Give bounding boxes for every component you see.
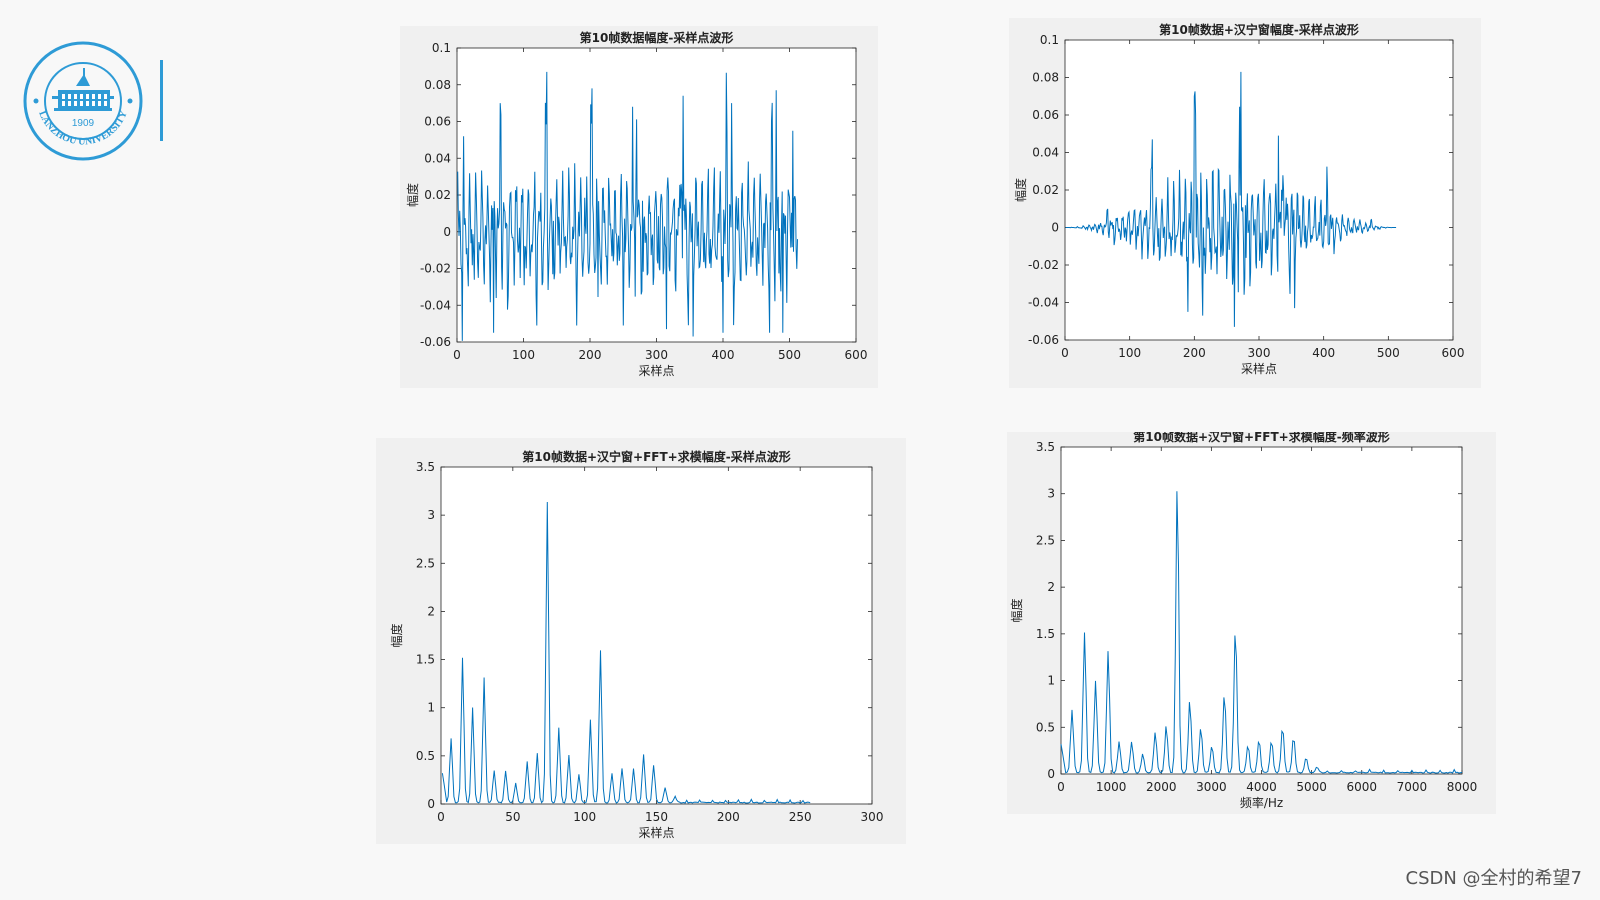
x-tick-label: 150 xyxy=(645,810,668,824)
x-tick-label: 300 xyxy=(1248,346,1271,360)
chart-fft-samples: 0 0.5 1 1.5 2 2.5 3 3.5 0 50 100 150 200 250 300 第10帧数据… xyxy=(389,449,884,840)
chart-waveform: -0.06 -0.04 -0.02 0 0.02 0.04 0.06 0.08 0.1 0 100 2… xyxy=(405,30,868,378)
series-line xyxy=(441,501,811,804)
x-tick-label: 200 xyxy=(717,810,740,824)
chart-title: 第10帧数据+汉宁窗幅度-采样点波形 xyxy=(1159,22,1359,37)
x-tick-label: 300 xyxy=(861,810,884,824)
x-axis-label: 采样点 xyxy=(1241,361,1277,376)
chart-panel-4: 0 0.5 1 1.5 2 2.5 3 3.5 0 1000 2000 3000 4000 5000 600… xyxy=(1007,432,1496,814)
x-tick-label: 4000 xyxy=(1246,780,1277,794)
y-tick-label: 0.1 xyxy=(1040,33,1059,47)
y-tick-label: -0.06 xyxy=(420,335,451,349)
x-tick-label: 500 xyxy=(1377,346,1400,360)
x-tick-label: 600 xyxy=(845,348,868,362)
y-tick-label: 2.5 xyxy=(1036,533,1055,547)
y-tick-label: 2.5 xyxy=(416,556,435,570)
y-tick-label: -0.06 xyxy=(1028,333,1059,347)
y-tick-label: -0.02 xyxy=(420,262,451,276)
y-tick-label: 3.5 xyxy=(416,460,435,474)
y-tick-label: 0.1 xyxy=(432,41,451,55)
x-tick-label: 2000 xyxy=(1146,780,1177,794)
chart-hanning-waveform: -0.06 -0.04 -0.02 0 0.02 0.04 0.06 0.08 0.1 0 100 2… xyxy=(1013,22,1465,376)
x-axis-label: 频率/Hz xyxy=(1240,795,1283,810)
x-tick-label: 0 xyxy=(1061,346,1069,360)
y-tick-label: 1 xyxy=(427,701,435,715)
chart-panel-3: 0 0.5 1 1.5 2 2.5 3 3.5 0 50 100 150 200 250 300 第10帧数据… xyxy=(376,438,906,844)
y-tick-label: 0.02 xyxy=(424,188,451,202)
y-tick-label: 0.06 xyxy=(1032,108,1059,122)
x-tick-label: 250 xyxy=(789,810,812,824)
watermark: CSDN @全村的希望7 xyxy=(1405,868,1583,889)
y-tick-label: 0.08 xyxy=(1032,71,1059,85)
x-tick-label: 200 xyxy=(1183,346,1206,360)
chart-fft-frequency: 0 0.5 1 1.5 2 2.5 3 3.5 0 1000 2000 3000 4000 5000 600… xyxy=(1009,432,1478,810)
y-tick-label: 0 xyxy=(1047,767,1055,781)
plot-area xyxy=(1064,39,1454,341)
x-tick-label: 300 xyxy=(645,348,668,362)
series-line xyxy=(1065,71,1397,327)
x-tick-label: 3000 xyxy=(1196,780,1227,794)
series-line xyxy=(1060,491,1463,774)
chart-title: 第10帧数据幅度-采样点波形 xyxy=(580,30,734,45)
x-tick-label: 6000 xyxy=(1346,780,1377,794)
logo-year: 1909 xyxy=(72,118,95,129)
x-tick-label: 500 xyxy=(778,348,801,362)
y-tick-label: 0.5 xyxy=(1036,720,1055,734)
y-axis-label: 幅度 xyxy=(1009,598,1024,622)
y-tick-label: 0.08 xyxy=(424,78,451,92)
y-tick-label: 0.04 xyxy=(424,151,451,165)
y-tick-label: 0 xyxy=(1051,221,1059,235)
x-tick-label: 50 xyxy=(505,810,520,824)
y-tick-label: 1.5 xyxy=(416,653,435,667)
y-tick-label: 2 xyxy=(1047,580,1055,594)
x-axis-label: 采样点 xyxy=(638,363,674,378)
y-tick-label: -0.04 xyxy=(1028,296,1059,310)
x-tick-label: 0 xyxy=(453,348,461,362)
x-tick-label: 8000 xyxy=(1447,780,1478,794)
x-tick-label: 0 xyxy=(437,810,445,824)
y-tick-label: -0.02 xyxy=(1028,258,1059,272)
y-axis-label: 幅度 xyxy=(1013,178,1028,202)
y-tick-label: 3.5 xyxy=(1036,440,1055,454)
plot-area xyxy=(440,466,873,805)
y-tick-label: 3 xyxy=(427,508,435,522)
chart-panel-1: -0.06 -0.04 -0.02 0 0.02 0.04 0.06 0.08 0.1 0 100 2… xyxy=(400,26,878,388)
chart-title: 第10帧数据+汉宁窗+FFT+求模幅度-频率波形 xyxy=(1133,432,1389,444)
y-tick-label: 0 xyxy=(427,797,435,811)
y-axis-label: 幅度 xyxy=(405,183,420,207)
y-tick-label: -0.04 xyxy=(420,298,451,312)
x-tick-label: 400 xyxy=(1312,346,1335,360)
x-tick-label: 5000 xyxy=(1296,780,1327,794)
chart-panel-2: -0.06 -0.04 -0.02 0 0.02 0.04 0.06 0.08 0.1 0 100 2… xyxy=(1009,18,1481,388)
chart-title: 第10帧数据+汉宁窗+FFT+求模幅度-采样点波形 xyxy=(522,449,790,464)
x-tick-label: 100 xyxy=(573,810,596,824)
y-axis-label: 幅度 xyxy=(389,623,404,647)
y-tick-label: 0.5 xyxy=(416,749,435,763)
x-tick-label: 7000 xyxy=(1397,780,1428,794)
logo-divider xyxy=(160,60,163,141)
y-tick-label: 3 xyxy=(1047,487,1055,501)
y-tick-label: 0 xyxy=(443,225,451,239)
series-line xyxy=(457,71,798,341)
x-tick-label: 400 xyxy=(712,348,735,362)
x-tick-label: 600 xyxy=(1442,346,1465,360)
y-tick-label: 2 xyxy=(427,604,435,618)
y-tick-label: 0.04 xyxy=(1032,146,1059,160)
y-tick-label: 1 xyxy=(1047,674,1055,688)
x-axis-label: 采样点 xyxy=(638,825,674,840)
x-tick-label: 100 xyxy=(512,348,535,362)
y-tick-label: 0.06 xyxy=(424,115,451,129)
plot-area xyxy=(1060,446,1463,775)
x-tick-label: 1000 xyxy=(1096,780,1127,794)
x-tick-label: 100 xyxy=(1118,346,1141,360)
x-tick-label: 0 xyxy=(1057,780,1065,794)
lanzhou-university-logo: LANZHOU UNIVERSITY 1909 xyxy=(22,40,144,166)
x-tick-label: 200 xyxy=(579,348,602,362)
y-tick-label: 1.5 xyxy=(1036,627,1055,641)
y-tick-label: 0.02 xyxy=(1032,183,1059,197)
